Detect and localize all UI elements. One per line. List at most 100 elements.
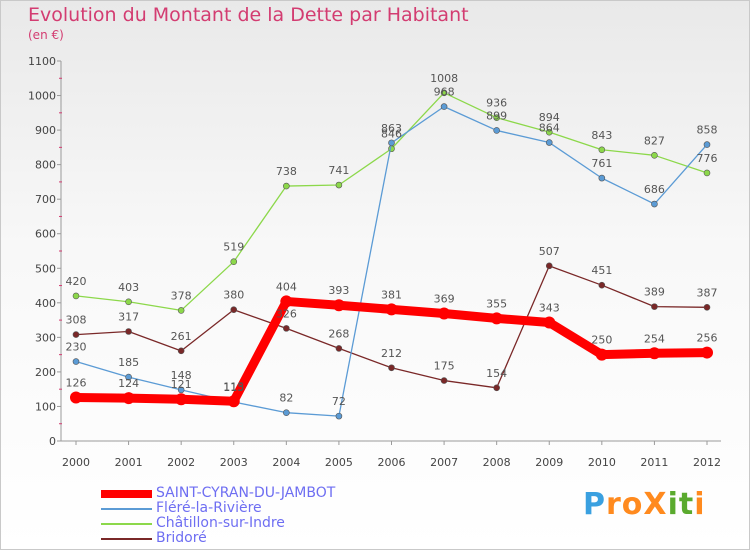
data-label-2: 519 [223, 241, 244, 254]
data-label-0: 343 [539, 302, 560, 315]
series-point-3 [651, 303, 658, 310]
data-label-0: 381 [381, 288, 402, 301]
series-point-1 [703, 141, 711, 148]
data-label-2: 403 [118, 281, 139, 294]
series-point-3 [72, 331, 80, 338]
series-point-0 [490, 312, 503, 325]
y-tick-label: 400 [35, 297, 56, 310]
legend-swatch-3 [101, 538, 152, 540]
data-label-0: 256 [697, 332, 718, 345]
x-tick-label: 2005 [325, 456, 353, 469]
y-tick-label: 700 [35, 193, 56, 206]
series-point-3 [230, 306, 238, 314]
data-label-1: 72 [332, 395, 346, 408]
data-label-0: 124 [118, 377, 139, 390]
data-label-3: 389 [644, 286, 665, 299]
y-tick-label: 1000 [28, 90, 56, 103]
legend-label-3: Bridoré [156, 530, 207, 546]
series-point-3 [545, 262, 553, 270]
data-label-0: 254 [644, 332, 665, 345]
legend-label-2: Châtillon-sur-Indre [156, 515, 285, 531]
data-label-0: 393 [328, 284, 349, 297]
x-tick-label: 2002 [167, 456, 195, 469]
series-point-1 [493, 127, 500, 134]
data-label-3: 380 [223, 289, 244, 302]
series-point-2 [177, 307, 185, 314]
series-point-3 [177, 347, 185, 355]
legend-swatch-0 [101, 490, 152, 498]
y-tick-label: 1100 [28, 55, 56, 68]
series-point-0 [543, 316, 556, 329]
logo-letter: i [667, 487, 679, 522]
data-label-2: 936 [486, 97, 507, 110]
series-point-2 [545, 128, 553, 136]
series-point-1 [440, 103, 448, 110]
x-tick-label: 2012 [693, 456, 721, 469]
y-tick-label: 0 [49, 435, 56, 448]
data-label-1: 761 [591, 157, 612, 170]
data-label-0: 250 [591, 334, 612, 347]
data-label-1: 686 [644, 183, 665, 196]
series-point-1 [335, 412, 343, 420]
series-point-2 [703, 169, 711, 177]
data-label-0: 115 [223, 380, 244, 393]
data-label-2: 741 [328, 164, 349, 177]
series-point-2 [493, 114, 500, 121]
series-point-0 [332, 299, 345, 312]
data-label-3: 451 [591, 264, 612, 277]
series-point-2 [230, 258, 238, 266]
data-label-0: 369 [434, 293, 455, 306]
series-point-1 [388, 139, 395, 147]
data-label-2: 1008 [430, 72, 458, 85]
x-tick-label: 2003 [220, 456, 248, 469]
logo-letter: P [583, 487, 606, 522]
x-tick-label: 2006 [378, 456, 406, 469]
series-point-2 [72, 292, 80, 300]
chart-subtitle: (en €) [28, 28, 64, 42]
data-label-3: 507 [539, 245, 560, 258]
series-point-3 [598, 281, 606, 289]
x-tick-label: 2004 [272, 456, 300, 469]
data-label-2: 378 [171, 289, 192, 302]
data-label-3: 212 [381, 347, 402, 360]
legend-swatch-2 [101, 523, 152, 525]
data-label-3: 326 [276, 307, 297, 320]
data-label-1: 864 [539, 122, 560, 135]
data-label-0: 355 [486, 297, 507, 310]
data-label-3: 387 [697, 286, 718, 299]
logo-letter: X [643, 487, 668, 522]
series-point-0 [70, 391, 82, 404]
data-label-1: 82 [279, 392, 293, 405]
series-point-3 [440, 377, 448, 384]
legend-label-1: Fléré-la-Rivière [156, 500, 262, 516]
series-point-0 [701, 346, 713, 359]
logo-letter: i [694, 487, 706, 522]
series-point-1 [283, 409, 290, 416]
data-label-2: 843 [591, 129, 612, 142]
logo-letter: r [606, 487, 622, 522]
series-point-2 [651, 152, 658, 159]
series-point-1 [177, 386, 185, 394]
data-label-0: 126 [66, 376, 87, 389]
series-point-3 [283, 325, 290, 332]
y-tick-label: 200 [35, 366, 56, 379]
series-point-3 [703, 304, 711, 311]
x-tick-label: 2011 [640, 456, 668, 469]
series-point-3 [493, 384, 500, 392]
data-label-1: 968 [434, 86, 455, 99]
data-label-1: 230 [66, 341, 87, 354]
data-label-1: 899 [486, 109, 507, 122]
data-label-2: 420 [66, 275, 87, 288]
series-point-1 [545, 139, 553, 146]
series-point-0 [280, 295, 293, 308]
data-label-3: 317 [118, 310, 139, 323]
data-label-2: 894 [539, 111, 560, 124]
data-label-0: 404 [276, 280, 297, 293]
y-tick-label: 500 [35, 262, 56, 275]
data-label-2: 827 [644, 134, 665, 147]
series-point-1 [651, 200, 658, 208]
data-label-3: 175 [434, 360, 455, 373]
series-point-2 [598, 146, 606, 154]
